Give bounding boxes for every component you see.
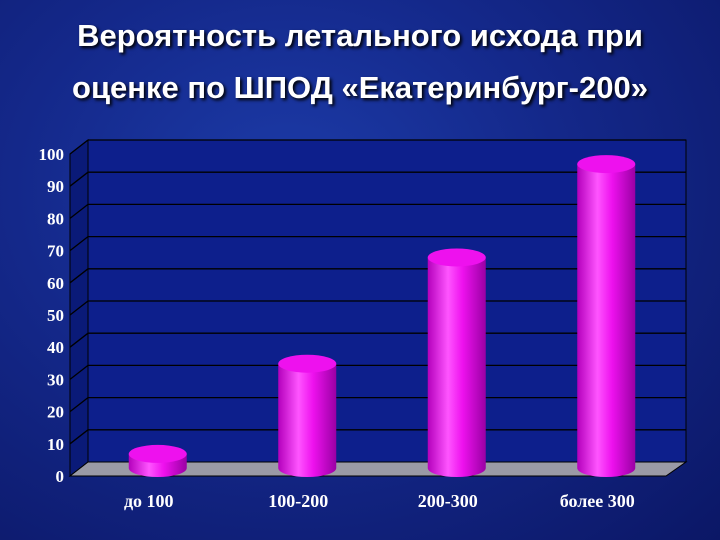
y-tick-label: 100	[39, 145, 65, 164]
gridline-side	[69, 171, 89, 187]
y-tick-label: 40	[47, 338, 64, 357]
gridline-side	[69, 364, 89, 380]
bar	[278, 354, 337, 477]
y-tick-label: 70	[47, 242, 64, 261]
bar-top	[427, 248, 486, 267]
gridline-side	[69, 139, 89, 155]
x-category-label: более 300	[560, 491, 635, 511]
title-line-1: Вероятность летального исхода при	[77, 18, 643, 53]
page-title: Вероятность летального исхода при оценке…	[0, 10, 720, 114]
gridline-side	[69, 268, 89, 284]
floor	[68, 461, 688, 477]
bar-top	[577, 155, 636, 174]
bars	[128, 155, 636, 477]
x-category-label: 100-200	[268, 491, 328, 511]
y-tick-label: 90	[47, 177, 64, 196]
gridline-side	[69, 397, 89, 413]
title-line-2: оценке по ШПОД «Екатеринбург-200»	[72, 70, 648, 105]
bar-top	[128, 444, 187, 463]
y-tick-label: 50	[47, 306, 64, 325]
gridline-side	[69, 300, 89, 316]
gridline-side	[69, 332, 89, 348]
x-axis-labels: до 100 100-200 200-300 более 300	[124, 491, 635, 511]
y-tick-label: 10	[47, 435, 64, 454]
bar	[577, 155, 636, 477]
bar-body	[278, 363, 337, 477]
bar	[128, 444, 187, 477]
gridline-side	[69, 236, 89, 252]
bar-body	[427, 257, 486, 477]
bar-body	[577, 164, 636, 477]
y-tick-label: 80	[47, 209, 64, 228]
gridline-side	[69, 429, 89, 445]
x-category-label: 200-300	[418, 491, 478, 511]
bar-top	[278, 354, 337, 373]
y-tick-label: 0	[56, 467, 65, 486]
y-tick-label: 20	[47, 403, 64, 422]
y-axis-ticks: 0 10 20 30 40 50 60 70 80 90 100	[39, 145, 65, 486]
bar	[427, 248, 486, 477]
x-category-label: до 100	[124, 491, 174, 511]
gridline-side	[69, 203, 89, 219]
y-tick-label: 30	[47, 370, 64, 389]
y-tick-label: 60	[47, 274, 64, 293]
